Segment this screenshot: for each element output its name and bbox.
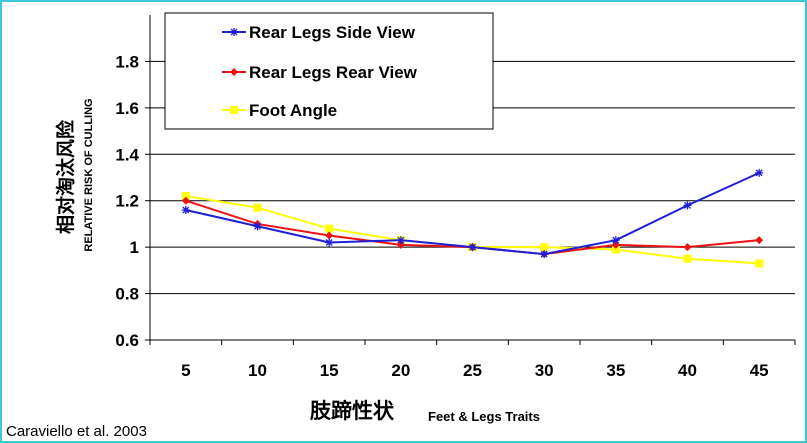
data-point-square	[611, 245, 620, 254]
data-point-star	[540, 250, 549, 259]
data-point-square	[253, 203, 262, 212]
data-point-star	[230, 28, 238, 36]
data-point-star	[755, 168, 764, 177]
y-tick-label: 1.2	[115, 192, 139, 211]
y-tick-label: 1.4	[115, 145, 139, 164]
y-axis-label-english: RELATIVE RISK OF CULLING	[83, 98, 95, 251]
data-point-star	[611, 236, 620, 245]
x-tick-label: 5	[181, 361, 190, 380]
data-point-diamond	[683, 243, 692, 252]
y-tick-label: 1	[130, 238, 139, 257]
legend-entry: Rear Legs Side View	[222, 23, 416, 42]
x-tick-label: 25	[463, 361, 482, 380]
y-tick-label: 1.6	[115, 99, 139, 118]
series-lines	[181, 168, 764, 268]
citation: Caraviello et al. 2003	[6, 423, 147, 440]
data-point-square	[181, 192, 190, 201]
data-point-diamond	[230, 68, 238, 76]
data-point-square	[540, 243, 549, 252]
data-point-square	[230, 106, 238, 114]
data-point-star	[181, 206, 190, 214]
y-axis-label-chinese: 相对淘汰风险	[54, 119, 77, 234]
x-tick-label: 10	[248, 361, 267, 380]
legend-box	[164, 12, 494, 130]
data-point-square	[755, 259, 764, 268]
legend-label: Rear Legs Side View	[249, 23, 416, 42]
x-axis-label-english: Feet & Legs Traits	[428, 409, 540, 424]
series-star	[181, 168, 764, 259]
data-point-star	[325, 238, 334, 247]
data-point-square	[325, 224, 334, 233]
x-axis-label-chinese: 肢蹄性状	[310, 399, 395, 423]
y-tick-label: 0.8	[115, 285, 139, 304]
axes	[149, 15, 796, 345]
data-point-star	[468, 243, 477, 252]
y-tick-label: 1.8	[115, 52, 139, 71]
x-tick-label: 15	[320, 361, 339, 380]
data-point-star	[253, 222, 262, 231]
data-point-diamond	[181, 196, 190, 205]
y-tick-label: 0.6	[115, 331, 139, 350]
legend-entry: Rear Legs Rear View	[222, 63, 418, 82]
y-tick-labels: 0.6 0.8 1 1.2 1.4 1.6 1.8	[115, 52, 139, 350]
data-point-star	[683, 201, 692, 210]
data-point-square	[683, 254, 692, 263]
x-tick-labels: 5 10 15 20 25 30 35 40 45	[181, 361, 769, 380]
x-tick-label: 40	[678, 361, 697, 380]
series-line	[185, 171, 760, 256]
x-tick-label: 35	[606, 361, 625, 380]
x-tick-label: 30	[535, 361, 554, 380]
legend-label: Rear Legs Rear View	[249, 63, 418, 82]
data-point-star	[396, 236, 405, 245]
data-point-diamond	[325, 231, 334, 240]
legend-label: Foot Angle	[249, 101, 337, 120]
data-point-diamond	[755, 236, 764, 245]
x-tick-label: 20	[391, 361, 410, 380]
legend-entry: Foot Angle	[222, 101, 337, 120]
x-tick-label: 45	[750, 361, 769, 380]
legend: Rear Legs Side View Rear Legs Rear View Fo…	[164, 12, 494, 130]
